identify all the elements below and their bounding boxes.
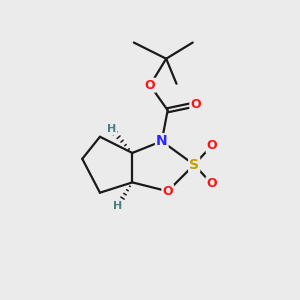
Text: O: O [162, 185, 173, 198]
Text: O: O [206, 177, 217, 190]
Text: S: S [189, 158, 199, 172]
Text: N: N [156, 134, 168, 148]
Text: O: O [206, 139, 217, 152]
Text: H: H [113, 201, 122, 211]
Text: O: O [145, 79, 155, 92]
Text: H: H [107, 124, 116, 134]
Text: O: O [190, 98, 201, 111]
